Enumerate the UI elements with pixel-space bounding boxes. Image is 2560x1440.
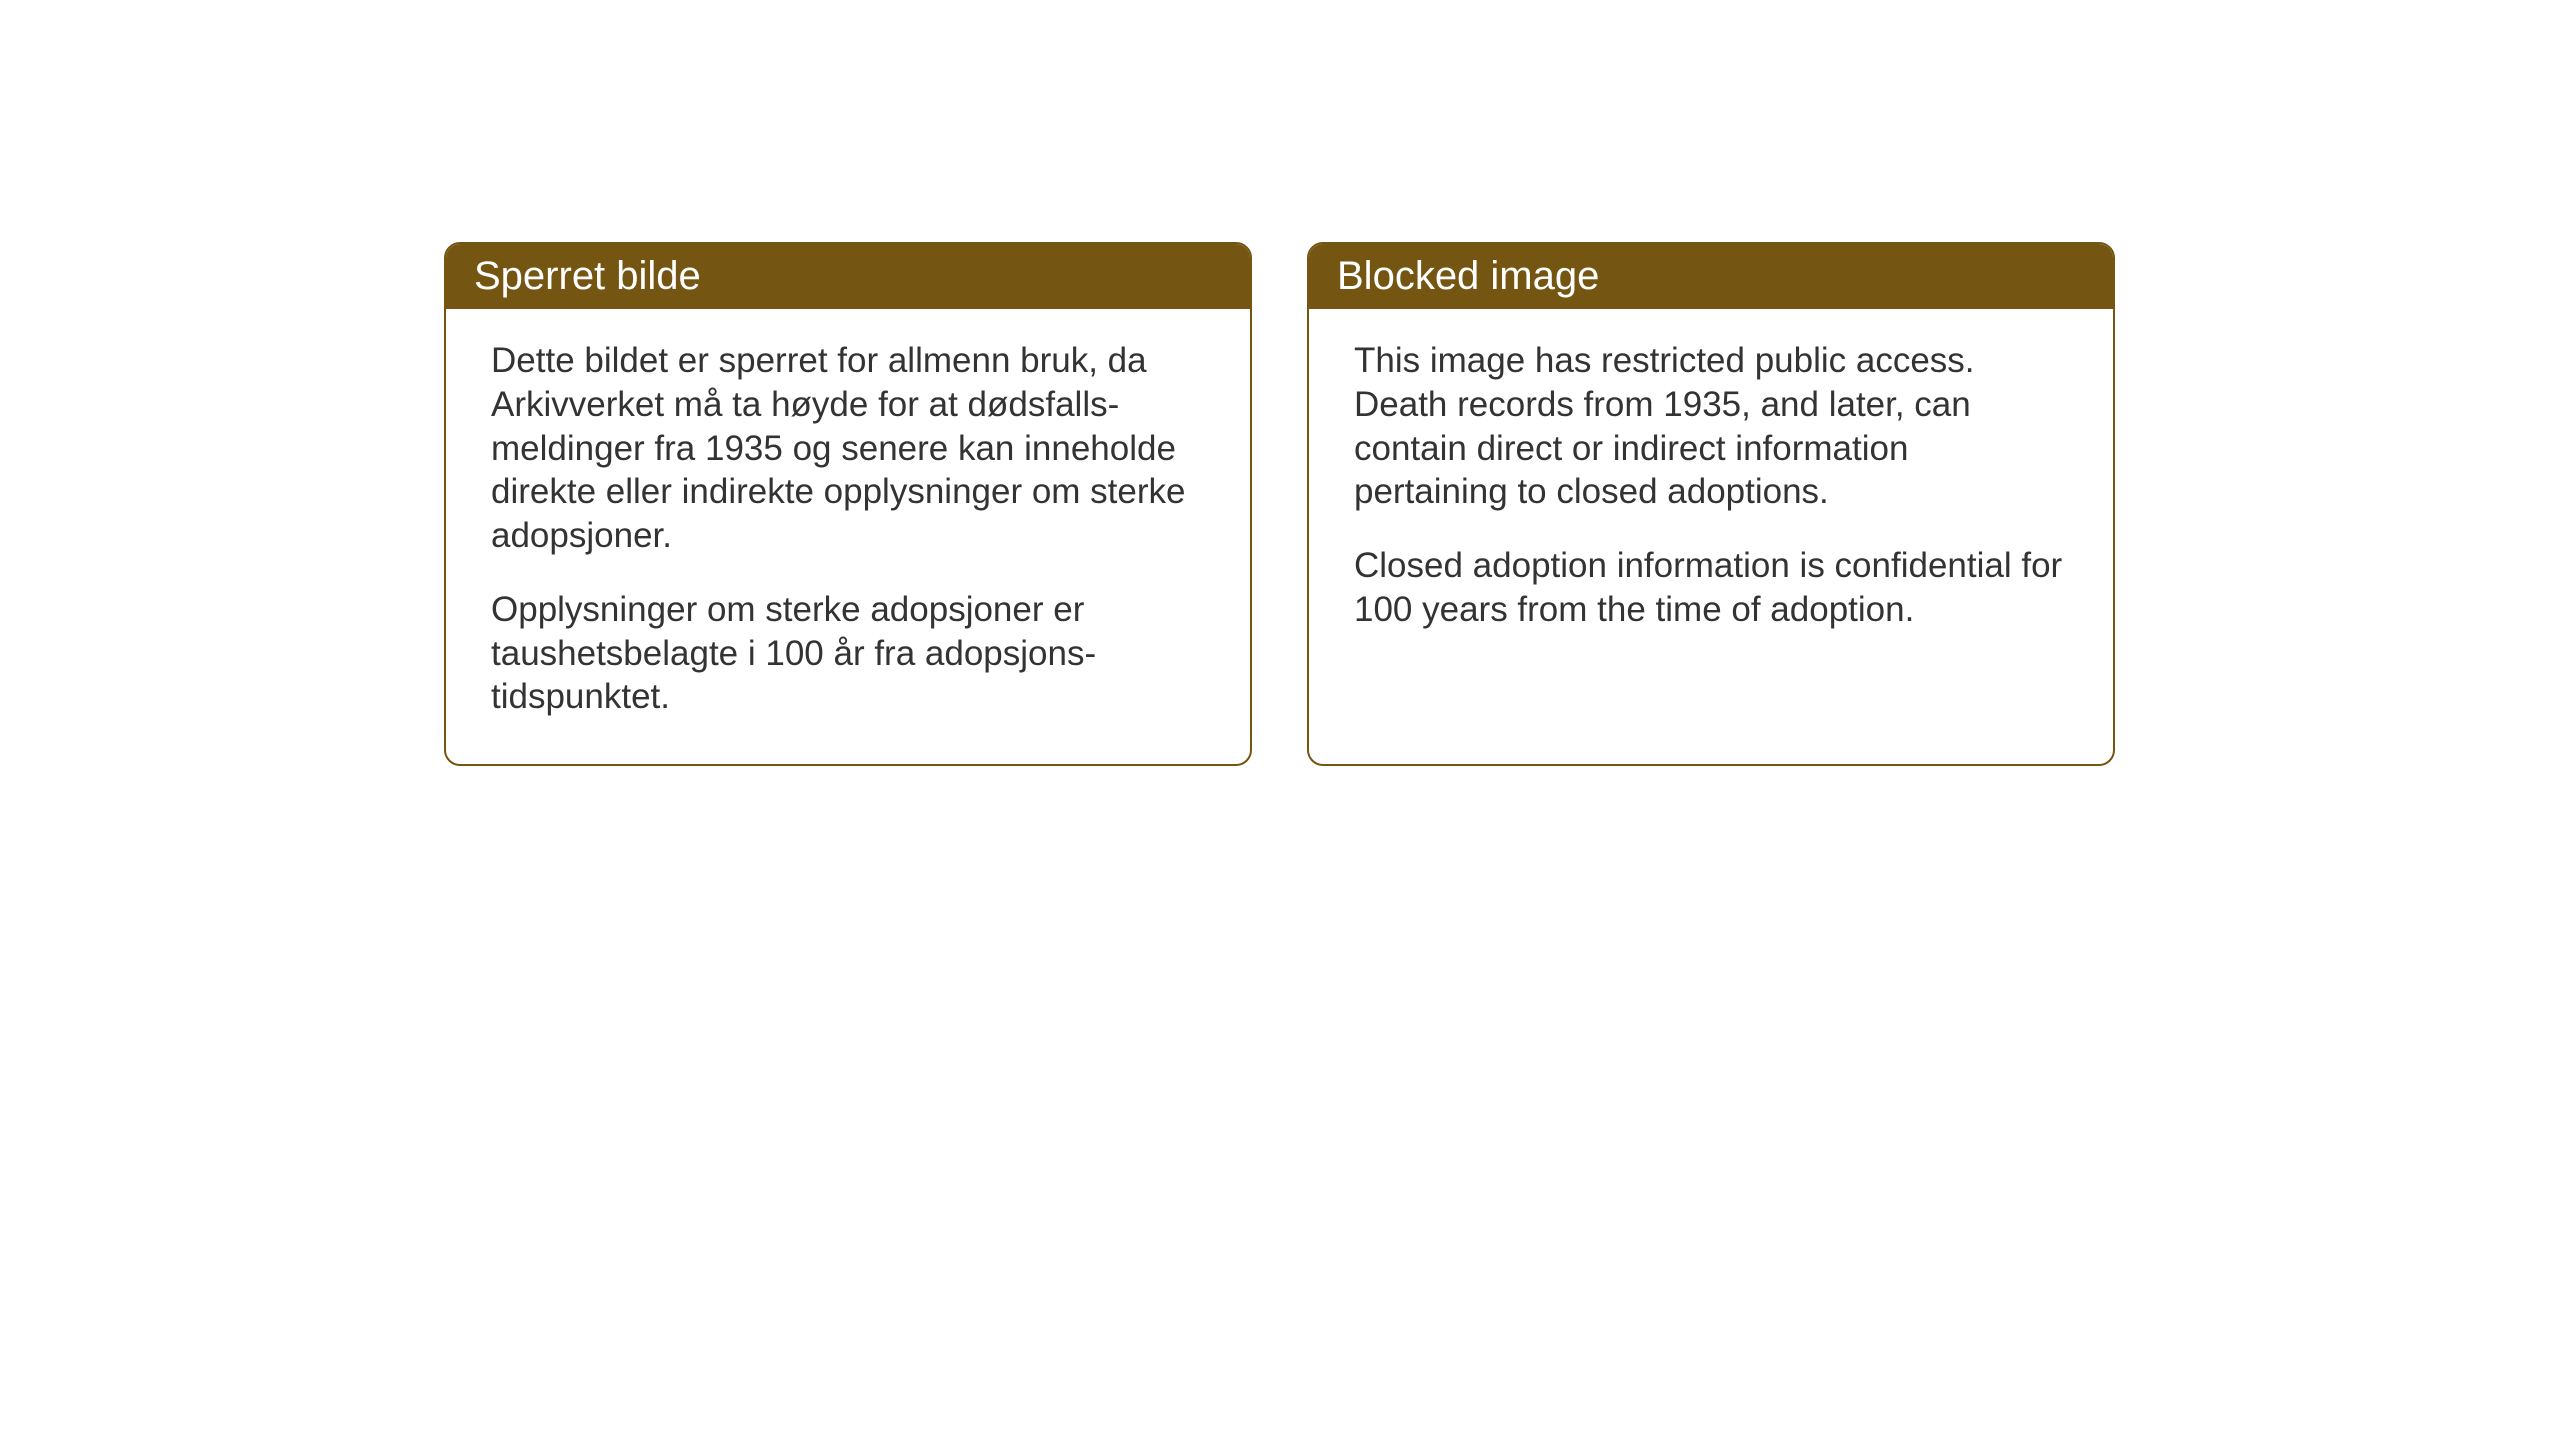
english-paragraph-1: This image has restricted public access.… [1354, 339, 2068, 514]
english-card-body: This image has restricted public access.… [1309, 309, 2113, 677]
norwegian-card-title: Sperret bilde [474, 254, 701, 298]
norwegian-card-header: Sperret bilde [446, 244, 1250, 309]
english-card-header: Blocked image [1309, 244, 2113, 309]
norwegian-paragraph-1: Dette bildet er sperret for allmenn bruk… [491, 339, 1205, 558]
info-cards-container: Sperret bilde Dette bildet er sperret fo… [444, 242, 2115, 766]
norwegian-card-body: Dette bildet er sperret for allmenn bruk… [446, 309, 1250, 764]
english-paragraph-2: Closed adoption information is confident… [1354, 544, 2068, 632]
norwegian-info-card: Sperret bilde Dette bildet er sperret fo… [444, 242, 1252, 766]
norwegian-paragraph-2: Opplysninger om sterke adopsjoner er tau… [491, 588, 1205, 719]
english-info-card: Blocked image This image has restricted … [1307, 242, 2115, 766]
english-card-title: Blocked image [1337, 254, 1599, 298]
